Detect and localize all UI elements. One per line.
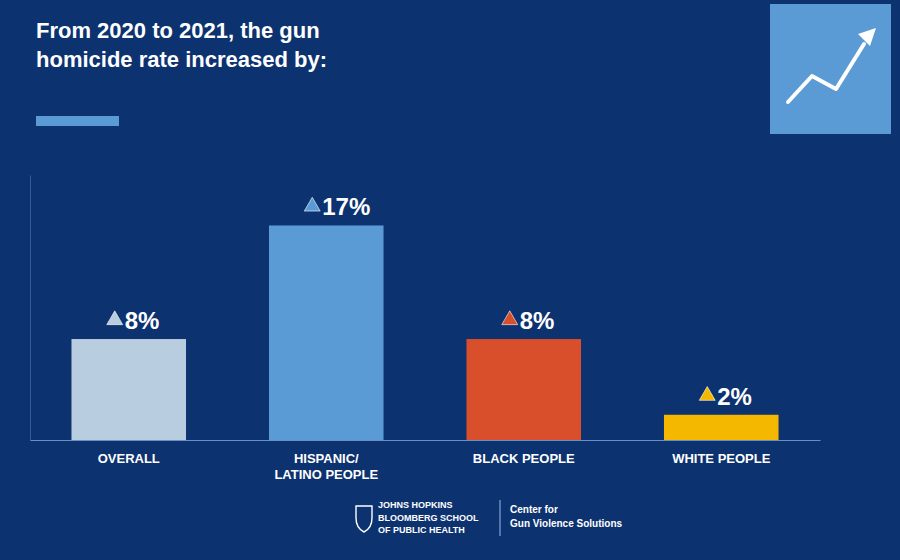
x-axis-line <box>31 440 821 441</box>
background <box>0 0 900 560</box>
data-label: 17% <box>322 193 370 220</box>
footer: JOHNS HOPKINS BLOOMBERG SCHOOL OF PUBLIC H… <box>356 500 622 536</box>
icon-line <box>788 44 864 102</box>
increase-marker <box>107 311 123 325</box>
bar <box>269 225 384 440</box>
icon-arrow <box>858 28 876 46</box>
annotation: Center for Gun Violence Solutions <box>510 504 622 529</box>
x-tick: BLACK PEOPLE <box>473 451 575 466</box>
text-line: From 2020 to 2021, the gun <box>36 18 320 43</box>
y-axis-line <box>30 176 31 441</box>
text-line: homicide rate increased by: <box>36 47 327 72</box>
title: From 2020 to 2021, the gun homicide rate … <box>36 18 327 72</box>
bar <box>71 339 186 440</box>
data-label: 2% <box>717 383 752 410</box>
chart: From 2020 to 2021, the gun homicide rate … <box>0 0 900 560</box>
bars <box>71 225 778 440</box>
shield-icon <box>356 506 372 532</box>
data-label: 8% <box>520 307 555 334</box>
text-line: HISPANIC/ <box>294 451 359 466</box>
text-line: JOHNS HOPKINS <box>378 500 453 510</box>
accent-bar <box>36 116 119 126</box>
text-line: WHITE PEOPLE <box>672 451 771 466</box>
x-tick-label: OVERALL <box>98 451 160 466</box>
increase-marker <box>699 387 715 401</box>
x-tick-label: WHITE PEOPLE <box>672 451 771 466</box>
x-tick: OVERALL <box>98 451 160 466</box>
y-axis <box>30 176 31 441</box>
bar <box>664 415 779 440</box>
x-axis: OVERALL HISPANIC/LATINO PEOPLE BLACK PEOPL… <box>31 441 821 482</box>
increase-marker <box>502 311 518 325</box>
data-label: 8% <box>125 307 160 334</box>
text-line: Gun Violence Solutions <box>510 518 622 529</box>
increase-marker <box>304 197 320 211</box>
trend-icon <box>770 4 891 134</box>
bar <box>466 339 581 440</box>
annotation: JOHNS HOPKINS BLOOMBERG SCHOOL OF PUBLIC H… <box>378 500 479 535</box>
x-tick-label: BLACK PEOPLE <box>473 451 575 466</box>
text-line: BLOOMBERG SCHOOL <box>378 513 479 523</box>
x-tick: HISPANIC/LATINO PEOPLE <box>274 451 378 482</box>
text-line: OF PUBLIC HEALTH <box>378 525 465 535</box>
text-line: LATINO PEOPLE <box>274 467 378 482</box>
text-line: BLACK PEOPLE <box>473 451 575 466</box>
icon-box <box>770 4 891 134</box>
data-labels: 8% 17% 8% 2% <box>107 193 752 409</box>
text-line: Center for <box>510 504 558 515</box>
x-tick: WHITE PEOPLE <box>672 451 771 466</box>
x-tick-label: HISPANIC/LATINO PEOPLE <box>274 451 378 482</box>
text-line: OVERALL <box>98 451 160 466</box>
divider <box>499 500 501 536</box>
